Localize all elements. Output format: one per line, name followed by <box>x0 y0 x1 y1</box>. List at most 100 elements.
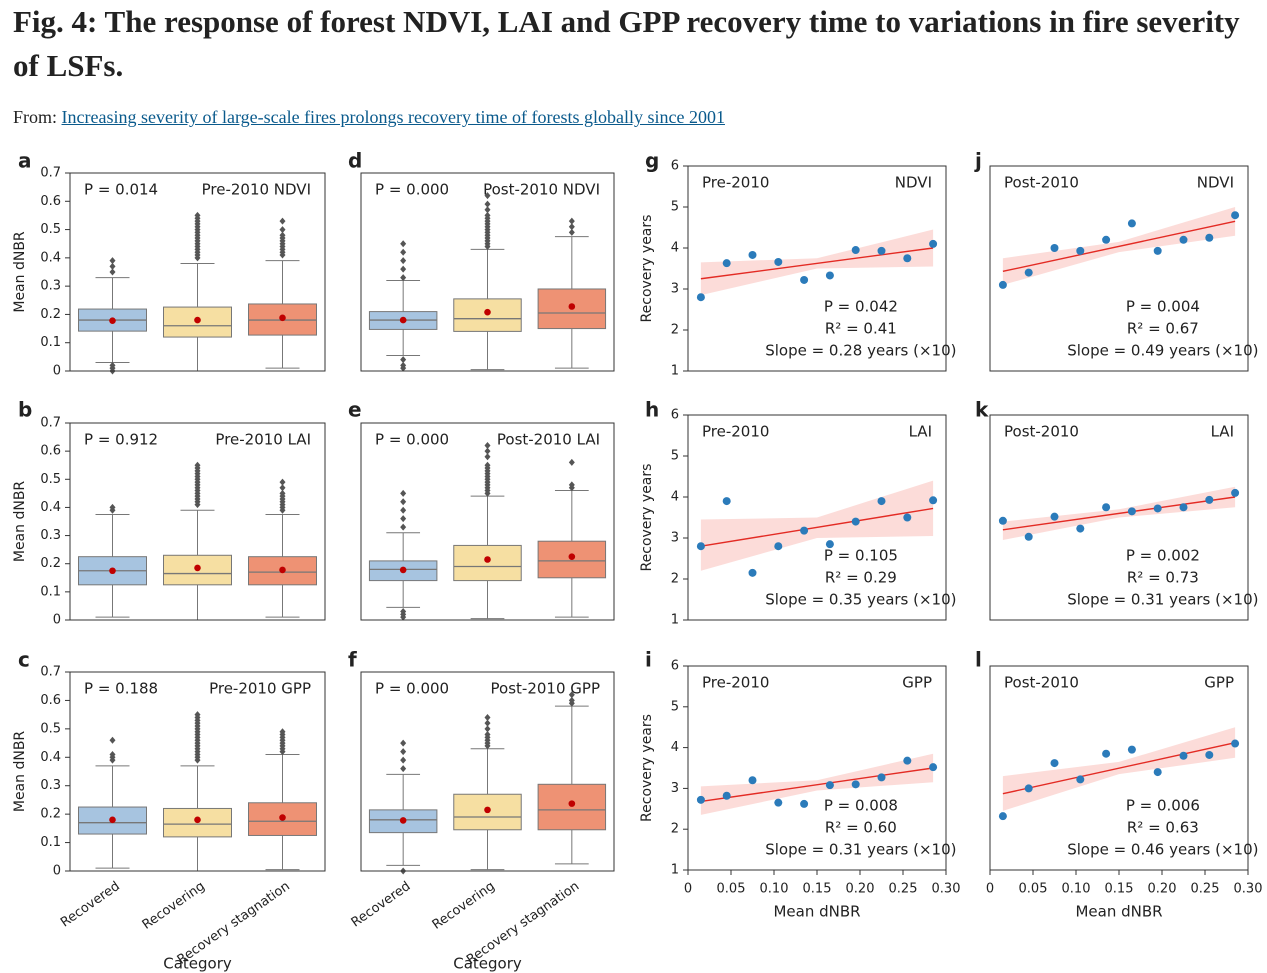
annotation: P = 0.008 <box>824 797 898 815</box>
outlier <box>484 713 491 721</box>
y-tick-label: 0.3 <box>40 778 61 793</box>
point <box>748 568 757 577</box>
source-line: From: Increasing severity of large-scale… <box>13 107 725 128</box>
annotation: Post-2010 NDVI <box>483 181 600 199</box>
point <box>1179 235 1188 244</box>
y-tick-label: 0.1 <box>40 584 61 599</box>
x-tick-label: 0.20 <box>846 882 875 897</box>
point <box>998 812 1007 821</box>
annotation: P = 0.000 <box>375 181 449 199</box>
mean-dot <box>279 566 286 574</box>
article-link[interactable]: Increasing severity of large-scale fires… <box>61 107 725 127</box>
y-axis-label: Recovery years <box>639 215 655 323</box>
point <box>1205 750 1214 759</box>
y-tick-label: 6 <box>671 659 679 674</box>
annotation: P = 0.912 <box>84 431 158 449</box>
point <box>1024 268 1033 277</box>
outlier <box>279 484 286 492</box>
mean-dot <box>194 564 201 572</box>
x-tick-label: 0.30 <box>1234 882 1263 897</box>
point <box>1024 784 1033 793</box>
point <box>1231 488 1240 497</box>
panel-letter: d <box>348 149 362 173</box>
point <box>1050 759 1059 768</box>
point <box>1153 246 1162 255</box>
annotation: P = 0.042 <box>824 298 898 316</box>
outlier <box>568 228 575 236</box>
point <box>1050 512 1059 521</box>
annotation: P = 0.006 <box>1126 797 1200 815</box>
annotation: R² = 0.41 <box>825 320 897 338</box>
y-tick-label: 6 <box>671 408 679 423</box>
panel-letter: j <box>974 149 982 173</box>
point <box>1179 751 1188 760</box>
x-tick-label: Recovered <box>58 879 123 931</box>
y-tick-label: 5 <box>671 200 679 215</box>
x-tick-label: 0.30 <box>932 882 961 897</box>
point <box>722 497 731 506</box>
annotation: P = 0.105 <box>824 547 898 565</box>
point <box>903 756 912 765</box>
point <box>877 246 886 255</box>
annotation: GPP <box>1204 674 1234 692</box>
outlier <box>400 265 407 273</box>
y-axis-label: Recovery years <box>639 464 655 572</box>
plot-frame <box>687 414 947 621</box>
y-tick-label: 0.1 <box>40 335 61 350</box>
x-tick-label: 0.05 <box>1019 882 1048 897</box>
outlier <box>568 691 575 699</box>
y-tick-label: 4 <box>671 490 679 505</box>
point <box>800 275 809 284</box>
annotation: NDVI <box>1197 174 1234 192</box>
y-tick-label: 2 <box>671 323 679 338</box>
outlier <box>568 481 575 489</box>
annotation: Post-2010 GPP <box>491 680 600 698</box>
y-tick-label: 0.2 <box>40 307 61 322</box>
annotation: Post-2010 LAI <box>497 431 600 449</box>
mean-dot <box>568 800 576 807</box>
point <box>1076 524 1085 533</box>
outlier <box>484 206 491 214</box>
outlier <box>400 523 407 531</box>
plot-frame <box>69 172 326 372</box>
y-tick-label: 0.5 <box>40 222 61 237</box>
y-tick-label: 0.5 <box>40 721 61 736</box>
fit-line <box>1002 742 1236 795</box>
panel-letter: k <box>975 398 989 422</box>
outlier <box>400 613 407 621</box>
y-tick-label: 5 <box>671 449 679 464</box>
annotation: Slope = 0.49 years (×10) <box>1067 342 1258 360</box>
outlier <box>279 217 286 225</box>
y-tick-label: 0.3 <box>40 528 61 543</box>
outlier <box>400 756 407 764</box>
x-tick-label: 0.25 <box>1191 882 1220 897</box>
y-tick-label: 0.7 <box>40 166 61 181</box>
y-tick-label: 4 <box>671 241 679 256</box>
point <box>1205 495 1214 504</box>
y-tick-label: 6 <box>671 159 679 174</box>
outlier <box>400 765 407 773</box>
annotation: GPP <box>902 674 932 692</box>
x-tick-label: Recovered <box>349 879 414 931</box>
point <box>774 257 783 266</box>
outlier <box>484 725 491 733</box>
point <box>1076 775 1085 784</box>
y-tick-label: 0.4 <box>40 750 61 765</box>
point <box>748 776 757 785</box>
y-axis-label: Mean dNBR <box>12 231 28 313</box>
annotation: Slope = 0.31 years (×10) <box>765 841 956 859</box>
annotation: Pre-2010 GPP <box>209 680 311 698</box>
box <box>453 544 522 582</box>
outlier <box>568 223 575 231</box>
x-axis-label: Mean dNBR <box>773 903 860 921</box>
annotation: Slope = 0.31 years (×10) <box>1067 591 1258 609</box>
annotation: P = 0.000 <box>375 680 449 698</box>
point <box>1205 233 1214 242</box>
point <box>825 271 834 280</box>
fit-line <box>700 247 934 280</box>
fit-line <box>700 507 934 547</box>
point <box>877 497 886 506</box>
y-axis-label: Recovery years <box>639 714 655 822</box>
mean-dot <box>109 567 116 575</box>
